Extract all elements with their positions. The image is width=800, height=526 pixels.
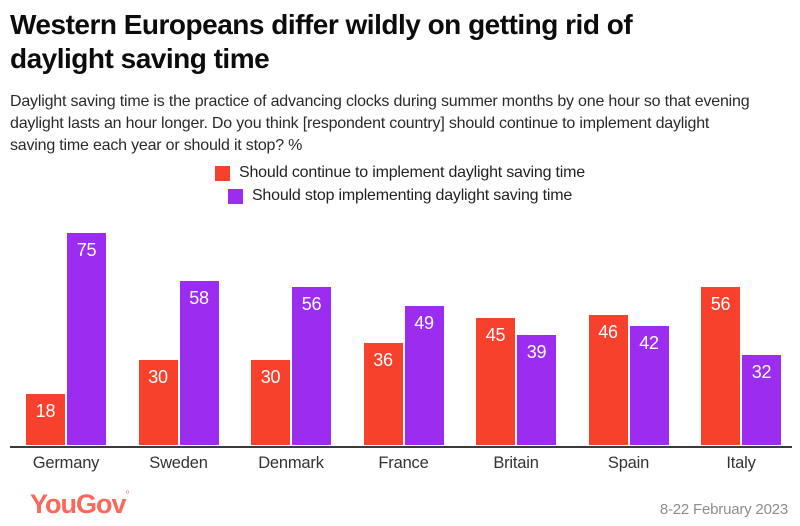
bar-stop: 75 bbox=[67, 233, 106, 445]
bar-value-label: 39 bbox=[526, 342, 547, 362]
bar-value-label: 56 bbox=[710, 294, 731, 314]
category-label: Sweden bbox=[149, 454, 208, 472]
legend-row: Should continue to implement daylight sa… bbox=[0, 164, 800, 182]
bar-value-label: 75 bbox=[76, 240, 97, 260]
bar-value-label: 42 bbox=[639, 333, 659, 353]
bar-group-denmark: 30 56 bbox=[251, 233, 331, 445]
category-label: France bbox=[378, 454, 429, 472]
bar-chart: 18 75 30 58 30 56 36 49 45 39 46 42 56 32 Germany Swed… bbox=[0, 233, 800, 473]
x-axis-line bbox=[10, 446, 792, 448]
plot-area: 18 75 30 58 30 56 36 49 45 39 46 42 56 32 bbox=[26, 233, 781, 445]
bar-stop: 58 bbox=[179, 281, 219, 445]
bar-continue: 18 bbox=[26, 394, 65, 445]
bar-group-spain: 46 42 bbox=[588, 233, 669, 445]
bar-group-france: 36 49 bbox=[363, 233, 444, 445]
bar-stop: 39 bbox=[517, 335, 556, 445]
bar-continue: 30 bbox=[251, 360, 290, 445]
bar-continue: 45 bbox=[476, 318, 515, 445]
bar-value-label: 36 bbox=[373, 350, 393, 370]
legend-swatch-icon bbox=[215, 165, 231, 181]
chart-subtitle: Daylight saving time is the practice of … bbox=[10, 93, 750, 154]
bar-group-italy: 56 32 bbox=[701, 233, 781, 445]
bar-stop: 42 bbox=[629, 326, 669, 445]
bar-stop: 49 bbox=[404, 306, 444, 445]
bar-group-germany: 18 75 bbox=[26, 233, 106, 445]
bar-value-label: 58 bbox=[189, 288, 209, 308]
legend-label: Should continue to implement daylight sa… bbox=[239, 164, 585, 181]
x-axis-labels: Germany Sweden Denmark France Britain Spain It… bbox=[26, 454, 781, 473]
legend-row: Should stop implementing daylight saving… bbox=[0, 187, 800, 205]
bar-value-label: 49 bbox=[414, 313, 434, 333]
bar-group-britain: 45 39 bbox=[476, 233, 556, 445]
bar-continue: 46 bbox=[588, 315, 628, 445]
legend-label: Should stop implementing daylight saving… bbox=[251, 187, 573, 204]
bar-continue: 36 bbox=[363, 343, 403, 445]
category-label: Germany bbox=[32, 454, 100, 472]
bar-value-label: 46 bbox=[598, 322, 618, 342]
logo-registered-mark: ° bbox=[125, 490, 130, 501]
category-label: Spain bbox=[607, 454, 650, 472]
fieldwork-date: 8-22 February 2023 bbox=[659, 501, 788, 518]
legend-swatch-icon bbox=[227, 188, 243, 204]
bar-value-label: 18 bbox=[35, 401, 56, 421]
bar-value-label: 30 bbox=[260, 367, 281, 387]
legend: Should continue to implement daylight sa… bbox=[0, 164, 800, 205]
yougov-logo-text: YouGov bbox=[30, 489, 127, 519]
bar-value-label: 32 bbox=[751, 362, 772, 382]
category-label: Britain bbox=[493, 454, 539, 472]
bar-value-label: 45 bbox=[485, 325, 506, 345]
bar-value-label: 56 bbox=[301, 294, 322, 314]
bar-continue: 56 bbox=[701, 287, 740, 445]
page-title: Western Europeans differ wildly on getti… bbox=[10, 9, 633, 74]
footer: YouGov° 8-22 February 2023 bbox=[0, 489, 800, 519]
yougov-logo: YouGov° bbox=[30, 489, 130, 519]
category-label: Denmark bbox=[258, 454, 324, 472]
bar-stop: 32 bbox=[742, 355, 781, 445]
bar-value-label: 30 bbox=[148, 367, 168, 387]
bar-group-sweden: 30 58 bbox=[138, 233, 219, 445]
category-label: Italy bbox=[726, 454, 756, 472]
bar-stop: 56 bbox=[292, 287, 331, 445]
bar-continue: 30 bbox=[138, 360, 178, 445]
